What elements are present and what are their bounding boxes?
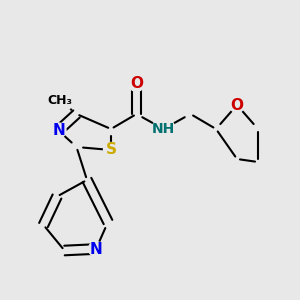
Text: O: O bbox=[230, 98, 244, 112]
Circle shape bbox=[152, 118, 175, 140]
Text: N: N bbox=[90, 242, 102, 256]
Text: N: N bbox=[52, 123, 65, 138]
Text: O: O bbox=[130, 76, 143, 92]
Circle shape bbox=[129, 76, 144, 92]
Circle shape bbox=[51, 123, 66, 138]
Text: S: S bbox=[106, 142, 116, 158]
Text: CH₃: CH₃ bbox=[47, 94, 73, 107]
Circle shape bbox=[88, 242, 104, 256]
Circle shape bbox=[47, 88, 73, 113]
Circle shape bbox=[103, 142, 118, 158]
Circle shape bbox=[230, 98, 244, 112]
Text: NH: NH bbox=[152, 122, 175, 136]
